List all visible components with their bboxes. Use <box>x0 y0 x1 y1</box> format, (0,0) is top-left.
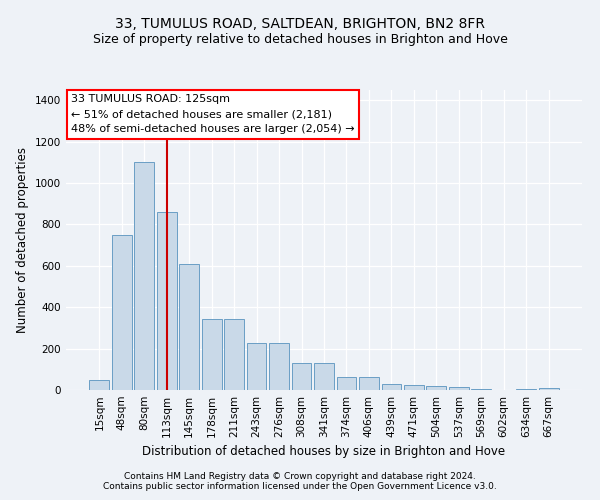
Bar <box>179 264 199 390</box>
Text: Contains public sector information licensed under the Open Government Licence v3: Contains public sector information licen… <box>103 482 497 491</box>
Y-axis label: Number of detached properties: Number of detached properties <box>16 147 29 333</box>
Bar <box>89 380 109 390</box>
Bar <box>247 344 266 390</box>
Bar <box>539 388 559 390</box>
Bar <box>472 389 491 390</box>
Bar <box>449 387 469 390</box>
Bar <box>134 162 154 390</box>
Bar <box>202 318 221 390</box>
Bar <box>269 344 289 390</box>
X-axis label: Distribution of detached houses by size in Brighton and Hove: Distribution of detached houses by size … <box>142 446 506 458</box>
Bar <box>359 376 379 390</box>
Text: 33 TUMULUS ROAD: 125sqm
← 51% of detached houses are smaller (2,181)
48% of semi: 33 TUMULUS ROAD: 125sqm ← 51% of detache… <box>71 94 355 134</box>
Bar <box>517 389 536 390</box>
Bar <box>404 385 424 390</box>
Bar <box>224 318 244 390</box>
Bar <box>427 386 446 390</box>
Bar <box>292 363 311 390</box>
Bar <box>157 212 176 390</box>
Bar <box>382 384 401 390</box>
Bar <box>314 363 334 390</box>
Bar <box>112 235 131 390</box>
Bar <box>337 376 356 390</box>
Text: Contains HM Land Registry data © Crown copyright and database right 2024.: Contains HM Land Registry data © Crown c… <box>124 472 476 481</box>
Text: Size of property relative to detached houses in Brighton and Hove: Size of property relative to detached ho… <box>92 32 508 46</box>
Text: 33, TUMULUS ROAD, SALTDEAN, BRIGHTON, BN2 8FR: 33, TUMULUS ROAD, SALTDEAN, BRIGHTON, BN… <box>115 18 485 32</box>
